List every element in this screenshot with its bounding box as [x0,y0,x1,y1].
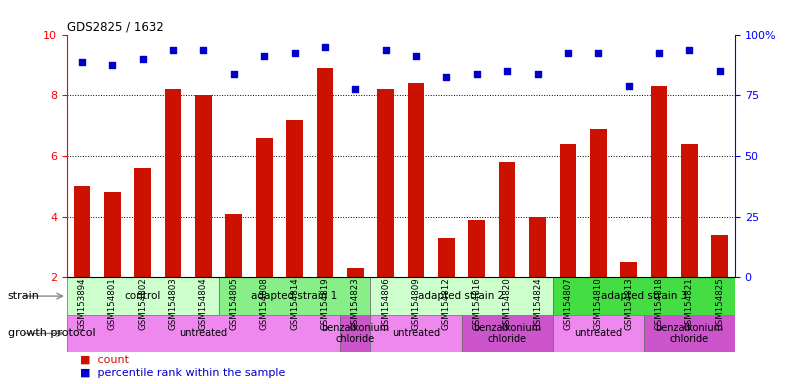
Point [288,50,301,56]
Bar [74,186,90,277]
Text: growth protocol: growth protocol [8,328,95,338]
Bar [347,268,364,277]
Text: GSM154808: GSM154808 [259,277,269,330]
Text: GSM154809: GSM154809 [412,277,421,330]
Text: benzalkonium
chloride: benzalkonium chloride [473,323,542,344]
Bar [553,277,735,315]
Bar [711,235,728,277]
Bar [560,144,576,277]
Point [349,86,362,92]
Point [228,71,241,77]
Text: GSM154813: GSM154813 [624,277,633,330]
Point [197,47,210,53]
Point [167,47,179,53]
Text: GSM154820: GSM154820 [503,277,512,330]
Point [471,71,483,77]
Bar [408,83,424,277]
Text: GSM154810: GSM154810 [593,277,603,330]
Bar [340,315,370,352]
Bar [499,162,516,277]
Bar [590,129,607,277]
Text: GSM154816: GSM154816 [472,277,481,330]
Text: GSM154812: GSM154812 [442,277,451,330]
Text: GSM154825: GSM154825 [715,277,724,330]
Text: adapted strain 3: adapted strain 3 [601,291,687,301]
Bar [620,262,637,277]
Text: GSM154824: GSM154824 [533,277,542,330]
Bar [104,192,121,277]
Point [501,68,513,74]
Point [106,62,119,68]
Text: GSM154806: GSM154806 [381,277,390,330]
Text: GSM154801: GSM154801 [108,277,117,330]
Point [75,59,88,65]
Bar [370,315,461,352]
Text: GSM154804: GSM154804 [199,277,208,330]
Text: adapted strain 1: adapted strain 1 [252,291,338,301]
Bar [553,315,644,352]
Text: untreated: untreated [575,328,623,338]
Point [562,50,575,56]
Bar [67,277,219,315]
Text: untreated: untreated [392,328,440,338]
Bar [317,68,333,277]
Text: control: control [124,291,161,301]
Point [440,74,453,80]
Text: GSM154823: GSM154823 [351,277,360,330]
Bar [286,119,303,277]
Text: ■  count: ■ count [80,354,129,364]
Bar [256,138,273,277]
Bar [651,86,667,277]
Point [652,50,665,56]
Bar [461,315,553,352]
Text: GSM154818: GSM154818 [655,277,663,330]
Text: ■  percentile rank within the sample: ■ percentile rank within the sample [80,368,285,378]
Point [137,56,149,62]
Bar [529,217,545,277]
Text: untreated: untreated [179,328,227,338]
Text: GSM154819: GSM154819 [321,277,329,330]
Point [531,71,544,77]
Bar [195,95,211,277]
Text: GDS2825 / 1632: GDS2825 / 1632 [67,20,163,33]
Text: GSM154805: GSM154805 [230,277,238,330]
Text: adapted strain 2: adapted strain 2 [418,291,505,301]
Bar [134,168,151,277]
Text: strain: strain [8,291,40,301]
Text: GSM154802: GSM154802 [138,277,147,330]
Bar [644,315,735,352]
Point [592,50,604,56]
Point [318,44,331,50]
Point [380,47,392,53]
Text: GSM153894: GSM153894 [78,277,86,330]
Point [714,68,726,74]
Text: benzalkonium
chloride: benzalkonium chloride [656,323,723,344]
Point [683,47,696,53]
Text: GSM154803: GSM154803 [169,277,178,330]
Text: GSM154821: GSM154821 [685,277,694,330]
Bar [681,144,698,277]
Bar [438,238,455,277]
Bar [370,277,553,315]
Bar [67,315,340,352]
Point [410,53,422,59]
Text: benzalkonium
chloride: benzalkonium chloride [321,323,389,344]
Bar [219,277,370,315]
Bar [165,89,182,277]
Bar [468,220,485,277]
Point [258,53,270,59]
Point [623,83,635,89]
Bar [226,214,242,277]
Text: GSM154814: GSM154814 [290,277,299,330]
Text: GSM154807: GSM154807 [564,277,572,330]
Bar [377,89,394,277]
